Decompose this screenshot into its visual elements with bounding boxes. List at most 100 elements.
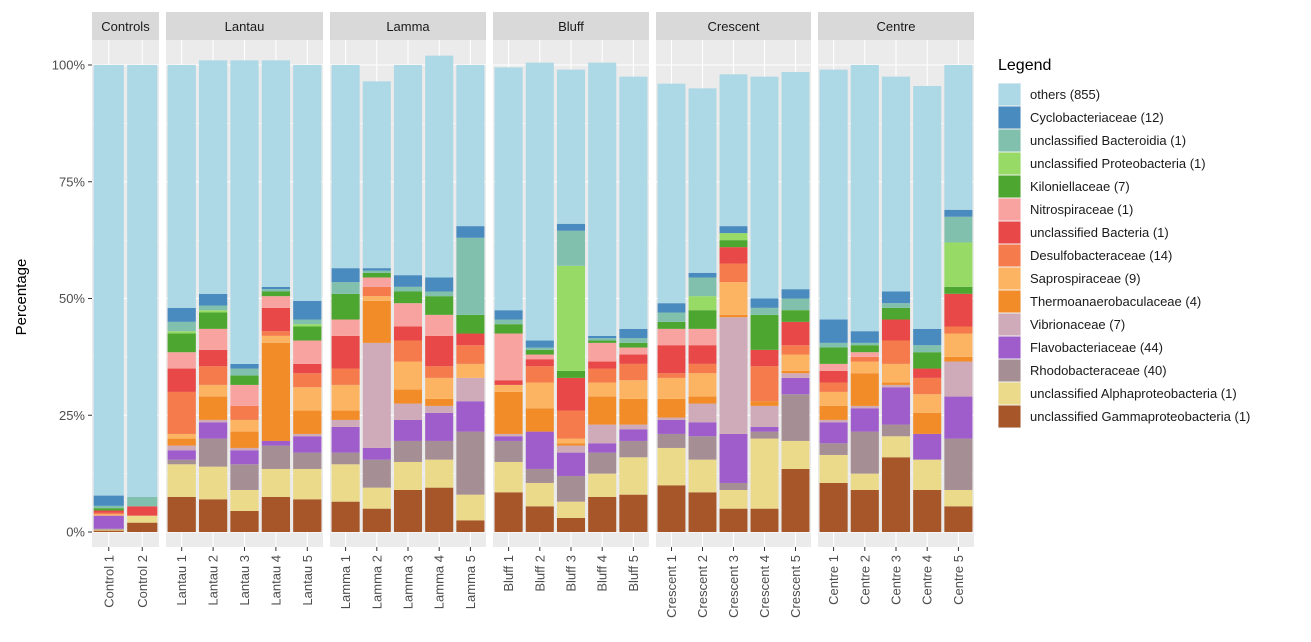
legend-item: Nitrospiraceae (1) xyxy=(998,198,1133,221)
bar-control-2 xyxy=(127,65,158,532)
bar-segment xyxy=(127,65,158,497)
bar-segment xyxy=(456,431,485,495)
bar-segment xyxy=(230,60,259,364)
bar-segment xyxy=(657,417,686,420)
legend-item: others (855) xyxy=(998,83,1100,106)
bar-segment xyxy=(494,391,523,434)
bar-segment xyxy=(688,272,717,278)
bar-bluff-5 xyxy=(619,76,648,532)
bar-segment xyxy=(127,496,158,507)
facet-strip-label: Controls xyxy=(101,19,150,34)
legend-label: Rhodobacteraceae (40) xyxy=(1030,363,1167,378)
bar-segment xyxy=(588,361,617,369)
bar-segment xyxy=(881,319,911,341)
bar-segment xyxy=(425,366,454,378)
bar-segment xyxy=(688,310,717,329)
bar-segment xyxy=(362,286,391,297)
bar-segment xyxy=(456,377,485,402)
bar-segment xyxy=(331,501,360,532)
bar-segment xyxy=(230,510,259,532)
legend-label: Saprospiraceae (9) xyxy=(1030,271,1141,286)
bar-segment xyxy=(913,368,942,378)
bar-segment xyxy=(362,508,391,532)
bar-segment xyxy=(781,354,810,371)
bar-segment xyxy=(198,366,228,385)
bar-segment xyxy=(198,499,228,532)
bar-segment xyxy=(556,501,586,518)
bar-lantau-1 xyxy=(167,65,196,532)
bar-segment xyxy=(494,440,523,462)
bar-segment xyxy=(944,242,973,287)
bar-segment xyxy=(93,515,124,529)
bar-segment xyxy=(588,396,617,425)
bar-segment xyxy=(619,440,648,458)
bar-segment xyxy=(619,354,648,364)
y-tick-label: 0% xyxy=(66,525,85,540)
bar-segment xyxy=(944,396,973,439)
bar-crescent-3 xyxy=(719,74,748,532)
bar-segment xyxy=(556,410,586,439)
bar-segment xyxy=(261,496,291,532)
bar-segment xyxy=(362,270,391,273)
y-tick-label: 50% xyxy=(59,291,85,306)
bar-segment xyxy=(588,443,617,453)
bar-segment xyxy=(850,405,879,409)
bar-segment xyxy=(881,291,911,304)
bar-segment xyxy=(167,438,196,446)
bar-segment xyxy=(719,247,748,264)
legend-item: Saprospiraceae (9) xyxy=(998,267,1141,290)
bar-segment xyxy=(198,422,228,439)
legend-swatch xyxy=(998,152,1021,175)
bar-segment xyxy=(881,457,911,532)
bar-centre-5 xyxy=(944,65,973,532)
legend-item: Vibrionaceae (7) xyxy=(998,313,1125,336)
y-tick-label: 25% xyxy=(59,408,85,423)
legend-label: Thermoanaerobaculaceae (4) xyxy=(1030,294,1201,309)
x-tick-label: Lantau 1 xyxy=(174,555,189,606)
bar-segment xyxy=(850,345,879,353)
bar-segment xyxy=(261,289,291,292)
legend: Legend others (855) Cyclobacteriaceae (12… xyxy=(998,57,1250,428)
bar-segment xyxy=(293,319,322,325)
x-tick-label: Crescent 5 xyxy=(788,555,803,618)
bar-segment xyxy=(456,237,485,315)
bar-segment xyxy=(362,300,391,343)
bar-segment xyxy=(331,368,360,385)
bar-segment xyxy=(819,443,848,455)
bar-segment xyxy=(393,291,423,304)
bar-segment xyxy=(293,452,322,469)
bar-segment xyxy=(525,354,554,360)
bar-segment xyxy=(293,324,322,327)
bar-segment xyxy=(198,349,228,367)
bar-segment xyxy=(881,340,911,364)
legend-swatch xyxy=(998,382,1021,405)
bar-segment xyxy=(619,494,648,532)
bar-segment xyxy=(494,380,523,385)
bar-lamma-3 xyxy=(393,65,423,532)
bar-segment xyxy=(362,487,391,509)
bar-segment xyxy=(881,382,911,385)
bar-segment xyxy=(913,328,942,346)
bar-segment xyxy=(93,529,124,531)
facet-controls: Controls Control 1 Control 2 xyxy=(92,12,159,608)
bar-segment xyxy=(657,398,686,418)
x-tick-label: Centre 4 xyxy=(920,555,935,605)
bar-segment xyxy=(393,286,423,292)
bar-segment xyxy=(293,300,322,320)
bar-segment xyxy=(719,226,748,234)
bar-segment xyxy=(944,216,973,243)
bar-segment xyxy=(198,384,228,397)
bar-segment xyxy=(525,349,554,355)
bar-segment xyxy=(719,74,748,227)
bar-lantau-3 xyxy=(230,60,259,532)
bar-segment xyxy=(556,517,586,532)
bar-segment xyxy=(167,496,196,532)
bar-segment xyxy=(688,396,717,404)
bar-segment xyxy=(456,65,485,227)
bar-segment xyxy=(850,342,879,346)
x-tick-label: Bluff 5 xyxy=(626,555,641,592)
bar-segment xyxy=(293,436,322,453)
bar-segment xyxy=(293,363,322,374)
bar-crescent-5 xyxy=(781,72,810,532)
bar-segment xyxy=(93,505,124,509)
